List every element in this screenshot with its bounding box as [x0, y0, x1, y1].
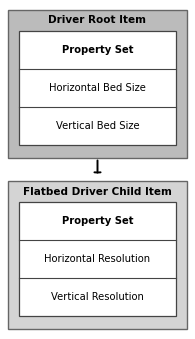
Text: Property Set: Property Set — [62, 44, 133, 55]
Text: Vertical Resolution: Vertical Resolution — [51, 292, 144, 302]
Bar — [19, 31, 176, 144]
Text: Driver Root Item: Driver Root Item — [49, 15, 146, 25]
Text: Vertical Bed Size: Vertical Bed Size — [56, 121, 139, 131]
Text: Flatbed Driver Child Item: Flatbed Driver Child Item — [23, 186, 172, 197]
Bar — [8, 10, 187, 158]
Bar — [19, 202, 176, 316]
Text: Horizontal Resolution: Horizontal Resolution — [44, 254, 151, 264]
Text: Property Set: Property Set — [62, 216, 133, 226]
Bar — [8, 181, 187, 329]
Text: Horizontal Bed Size: Horizontal Bed Size — [49, 83, 146, 93]
